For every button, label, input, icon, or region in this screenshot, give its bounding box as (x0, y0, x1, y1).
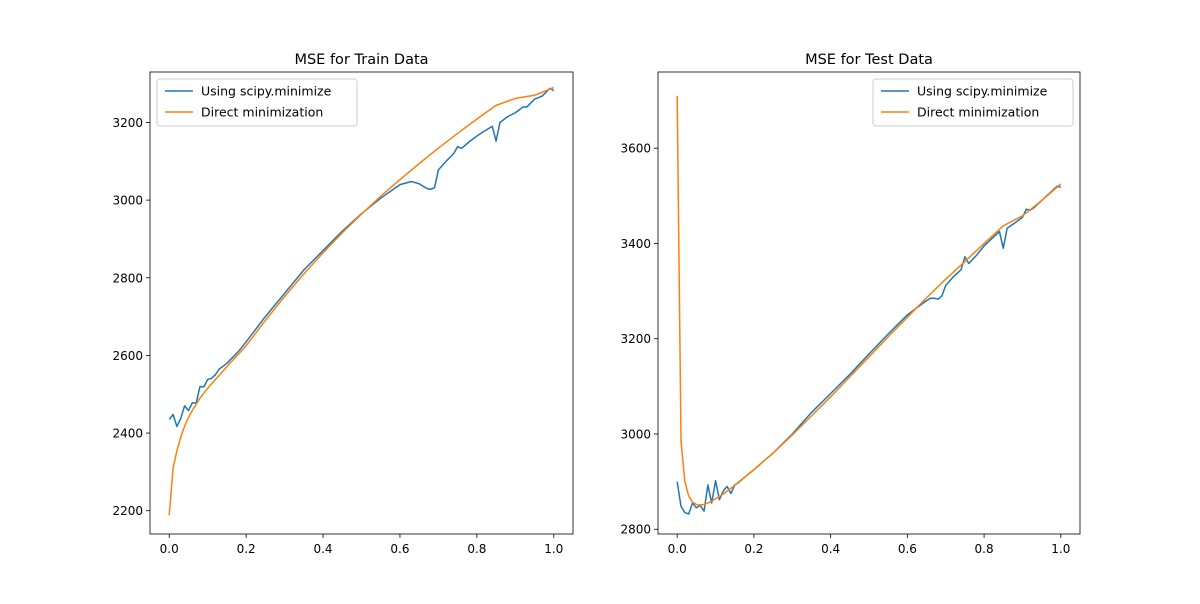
y-tick-label: 2800 (112, 271, 143, 285)
x-tick-label: 1.0 (1051, 542, 1070, 556)
x-tick-label: 0.2 (744, 542, 763, 556)
series-line-direct-minimization (168, 86, 555, 516)
x-tick-label: 0.6 (898, 542, 917, 556)
x-tick-label: 0.4 (313, 542, 332, 556)
legend-label: Using scipy.minimize (917, 84, 1048, 99)
axes-frame (657, 71, 1081, 535)
y-tick-label: 3600 (620, 142, 651, 156)
x-tick-label: 1.0 (544, 542, 563, 556)
series-line-direct-minimization (676, 95, 1062, 506)
chart-panel-2: 0.0 0.2 0.4 0.6 0.8 1.0 2800 3000 3200 3400 3600 MS… (620, 52, 1081, 556)
x-tick-label: 0.6 (390, 542, 409, 556)
y-tick-label: 3000 (620, 427, 651, 441)
legend-label: Direct minimization (201, 105, 323, 120)
x-tick-label: 0.0 (668, 542, 687, 556)
x-tick-label: 0.8 (975, 542, 994, 556)
y-tick-label: 2600 (112, 349, 143, 363)
y-tick-label: 3400 (620, 237, 651, 251)
series-line-scipy-minimize (676, 185, 1062, 515)
y-tick-label: 2800 (620, 523, 651, 537)
legend: Using scipy.minimize Direct minimization (872, 78, 1074, 127)
x-tick-label: 0.2 (237, 542, 256, 556)
y-tick-label: 3000 (112, 194, 143, 208)
legend-box (872, 78, 1074, 127)
chart-panel-1: 0.0 0.2 0.4 0.6 0.8 1.0 2200 2400 2600 2800 3000 32… (112, 52, 574, 556)
legend-box (156, 78, 358, 127)
legend-label: Using scipy.minimize (201, 84, 332, 99)
legend: Using scipy.minimize Direct minimization (156, 78, 358, 127)
x-tick-label: 0.4 (821, 542, 840, 556)
series-line-scipy-minimize (168, 87, 555, 428)
chart-title: MSE for Test Data (805, 52, 933, 68)
legend-label: Direct minimization (917, 105, 1039, 120)
y-tick-label: 2200 (112, 504, 143, 518)
y-tick-label: 3200 (112, 116, 143, 130)
axes-frame (149, 71, 574, 535)
y-tick-label: 3200 (620, 332, 651, 346)
x-tick-label: 0.8 (467, 542, 486, 556)
y-tick-label: 2400 (112, 427, 143, 441)
x-tick-label: 0.0 (160, 542, 179, 556)
chart-title: MSE for Train Data (294, 52, 428, 68)
